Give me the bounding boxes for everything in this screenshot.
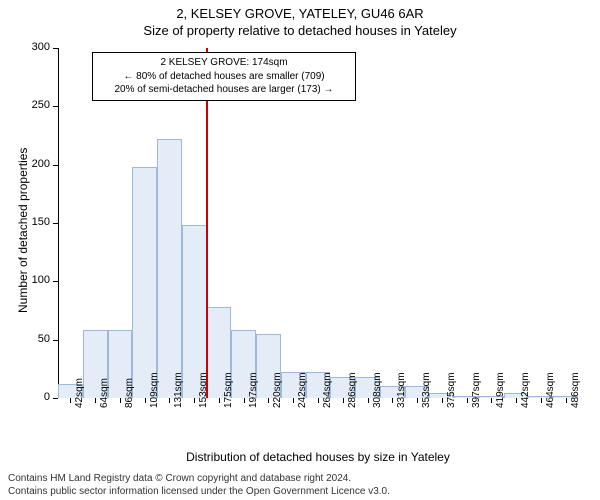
page-title-desc: Size of property relative to detached ho… [0,21,600,38]
x-tick-label: 86sqm [124,378,135,408]
x-tick [268,398,269,403]
histogram-bar [132,167,157,398]
annotation-line-2: ← 80% of detached houses are smaller (70… [99,70,349,84]
x-tick [169,398,170,403]
x-tick [491,398,492,403]
x-tick [392,398,393,403]
x-tick [318,398,319,403]
x-tick [516,398,517,403]
x-tick [442,398,443,403]
x-tick-label: 109sqm [149,372,160,408]
x-tick [293,398,294,403]
histogram-bar [157,139,182,398]
annotation-line-1: 2 KELSEY GROVE: 174sqm [99,56,349,70]
x-tick [417,398,418,403]
x-tick-label: 286sqm [347,372,358,408]
x-tick [120,398,121,403]
x-tick-label: 197sqm [248,372,259,408]
y-tick [53,165,58,166]
legal-line-2: Contains public sector information licen… [8,485,390,498]
x-tick-label: 175sqm [223,372,234,408]
y-tick [53,48,58,49]
legal-footer: Contains HM Land Registry data © Crown c… [8,472,390,498]
x-tick-label: 464sqm [545,372,556,408]
x-tick-label: 419sqm [495,372,506,408]
y-tick [53,223,58,224]
x-tick-label: 308sqm [372,372,383,408]
x-tick [219,398,220,403]
page-title-address: 2, KELSEY GROVE, YATELEY, GU46 6AR [0,0,600,21]
histogram-plot: 05010015020025030042sqm64sqm86sqm109sqm1… [58,48,578,398]
x-tick-label: 486sqm [570,372,581,408]
x-tick [70,398,71,403]
x-tick [194,398,195,403]
x-tick-label: 442sqm [520,372,531,408]
annotation-line-3: 20% of semi-detached houses are larger (… [99,83,349,97]
x-tick [145,398,146,403]
y-tick [53,340,58,341]
y-tick-label: 50 [20,333,50,345]
y-tick-label: 300 [20,41,50,53]
x-tick-label: 131sqm [173,372,184,408]
x-tick [244,398,245,403]
y-axis [58,48,59,398]
x-axis-label: Distribution of detached houses by size … [58,450,578,464]
x-tick [343,398,344,403]
x-tick [541,398,542,403]
legal-line-1: Contains HM Land Registry data © Crown c… [8,472,390,485]
y-tick-label: 0 [20,391,50,403]
reference-line [206,48,208,398]
x-tick-label: 264sqm [322,372,333,408]
x-tick-label: 353sqm [421,372,432,408]
y-tick [53,281,58,282]
x-tick-label: 331sqm [396,372,407,408]
annotation-box: 2 KELSEY GROVE: 174sqm ← 80% of detached… [92,52,356,101]
x-tick [566,398,567,403]
x-tick [467,398,468,403]
x-tick [368,398,369,403]
x-tick-label: 375sqm [446,372,457,408]
x-tick-label: 42sqm [74,378,85,408]
x-tick-label: 220sqm [272,372,283,408]
y-tick [53,398,58,399]
x-tick-label: 397sqm [471,372,482,408]
y-tick-label: 250 [20,99,50,111]
x-tick-label: 242sqm [297,372,308,408]
y-axis-label: Number of detached properties [16,148,30,313]
y-tick [53,106,58,107]
x-tick-label: 64sqm [99,378,110,408]
x-tick [95,398,96,403]
